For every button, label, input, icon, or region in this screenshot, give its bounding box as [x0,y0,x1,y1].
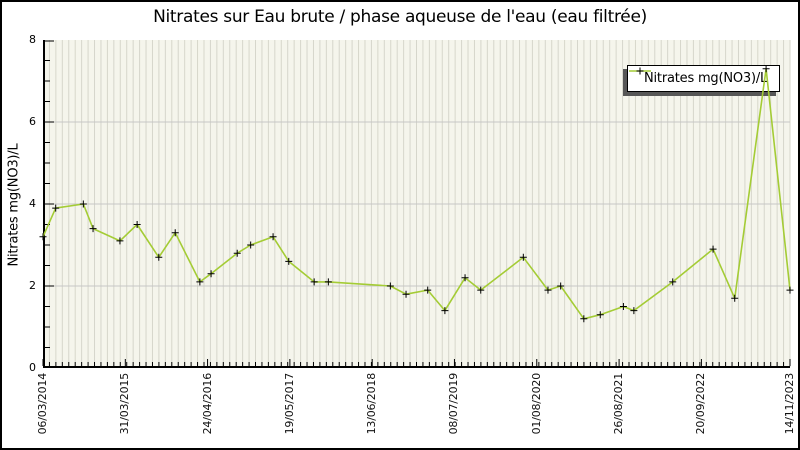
chart-title: Nitrates sur Eau brute / phase aqueuse d… [153,7,647,27]
x-tick-label: 13/06/2018 [365,373,379,435]
legend-label: Nitrates mg(NO3)/L [644,71,768,86]
x-tick-label: 06/03/2014 [36,373,49,435]
x-tick-label: 14/11/2023 [783,373,796,435]
plot-area: Nitrates mg(NO3)/L [39,40,794,368]
y-tick-label: 2 [29,279,36,292]
y-tick-label: 4 [29,197,36,210]
x-tick-label: 31/03/2015 [118,373,132,435]
x-tick-label: 08/07/2019 [447,373,461,435]
legend: Nitrates mg(NO3)/L [627,65,781,92]
y-tick-label: 0 [29,361,36,374]
x-tick-label: 20/09/2022 [694,373,708,435]
y-tick-label: 6 [29,115,36,128]
y-tick-label: 8 [29,33,36,46]
x-tick-label: 24/04/2016 [200,373,214,435]
x-tick-label: 01/08/2020 [529,373,543,435]
x-tick-label: 26/08/2021 [612,373,626,435]
x-tick-label: 19/05/2017 [282,373,296,435]
